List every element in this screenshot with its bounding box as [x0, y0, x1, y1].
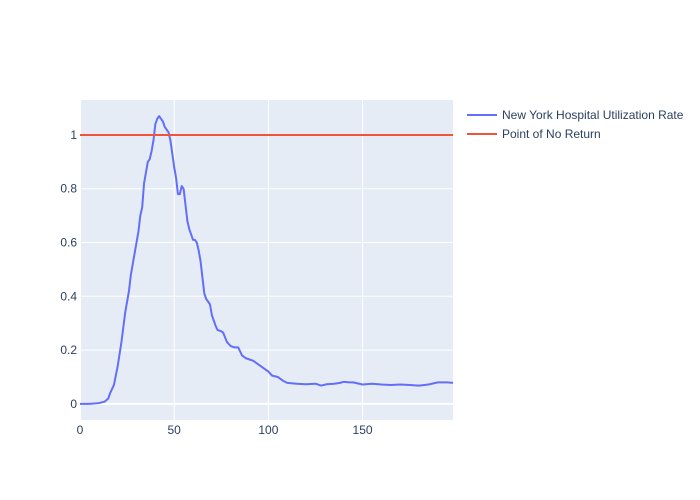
legend-label-1: Point of No Return: [502, 127, 601, 141]
x-tick-label: 0: [77, 423, 84, 437]
x-tick-label: 100: [258, 423, 278, 437]
y-tick-label: 0.6: [60, 236, 77, 250]
plot-area: [80, 100, 453, 420]
series-line-0: [80, 115, 454, 405]
legend-label-0: New York Hospital Utilization Rate: [502, 108, 684, 122]
x-tick-label: 150: [353, 423, 373, 437]
x-tick-label: 50: [168, 423, 182, 437]
x-axis: 0 50 100 150: [77, 423, 373, 437]
y-tick-label: 0.2: [60, 343, 77, 357]
y-tick-label: 0: [70, 397, 77, 411]
legend-item-0[interactable]: New York Hospital Utilization Rate: [467, 108, 684, 122]
series-layer: [80, 115, 454, 405]
y-tick-label: 0.8: [60, 182, 77, 196]
legend[interactable]: New York Hospital Utilization Rate Point …: [467, 108, 684, 141]
y-axis: 0 0.2 0.4 0.6 0.8 1: [60, 128, 77, 411]
legend-item-1[interactable]: Point of No Return: [467, 127, 601, 141]
y-tick-label: 0.4: [60, 289, 77, 303]
y-tick-label: 1: [70, 128, 77, 142]
